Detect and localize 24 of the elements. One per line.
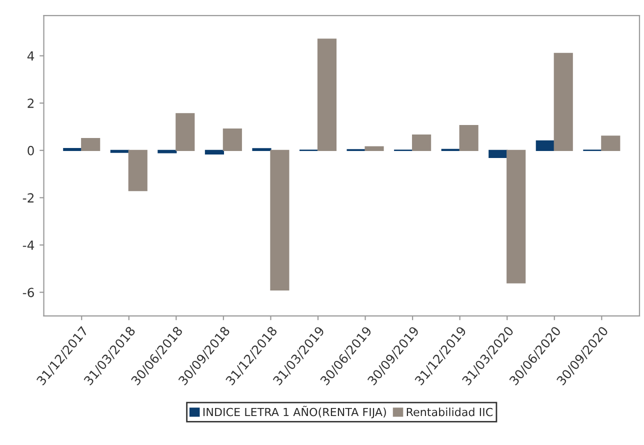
- bar: [204, 150, 224, 154]
- bar: [364, 146, 384, 151]
- bar: [317, 38, 337, 151]
- bar: [459, 125, 478, 151]
- bar: [554, 52, 573, 151]
- y-tick-label: -4: [22, 240, 34, 250]
- y-tick-label: -6: [22, 288, 34, 298]
- y-tick-label: 4: [27, 51, 34, 61]
- bar: [270, 150, 290, 290]
- bar: [488, 150, 508, 158]
- bar: [222, 128, 242, 151]
- bar: [158, 150, 177, 154]
- legend-label: Rentabilidad IIC: [406, 408, 493, 416]
- legend-label: INDICE LETRA 1 AÑO(RENTA FIJA): [203, 406, 386, 418]
- y-tick-label: -2: [22, 193, 34, 202]
- bar: [412, 134, 432, 151]
- bar: [601, 136, 620, 151]
- y-tick-label: 0: [28, 146, 34, 156]
- bar: [81, 138, 100, 151]
- bar: [128, 150, 148, 192]
- y-tick-label: 2: [28, 98, 34, 108]
- bar: [536, 140, 555, 151]
- bar: [506, 150, 526, 284]
- bar: [176, 113, 195, 151]
